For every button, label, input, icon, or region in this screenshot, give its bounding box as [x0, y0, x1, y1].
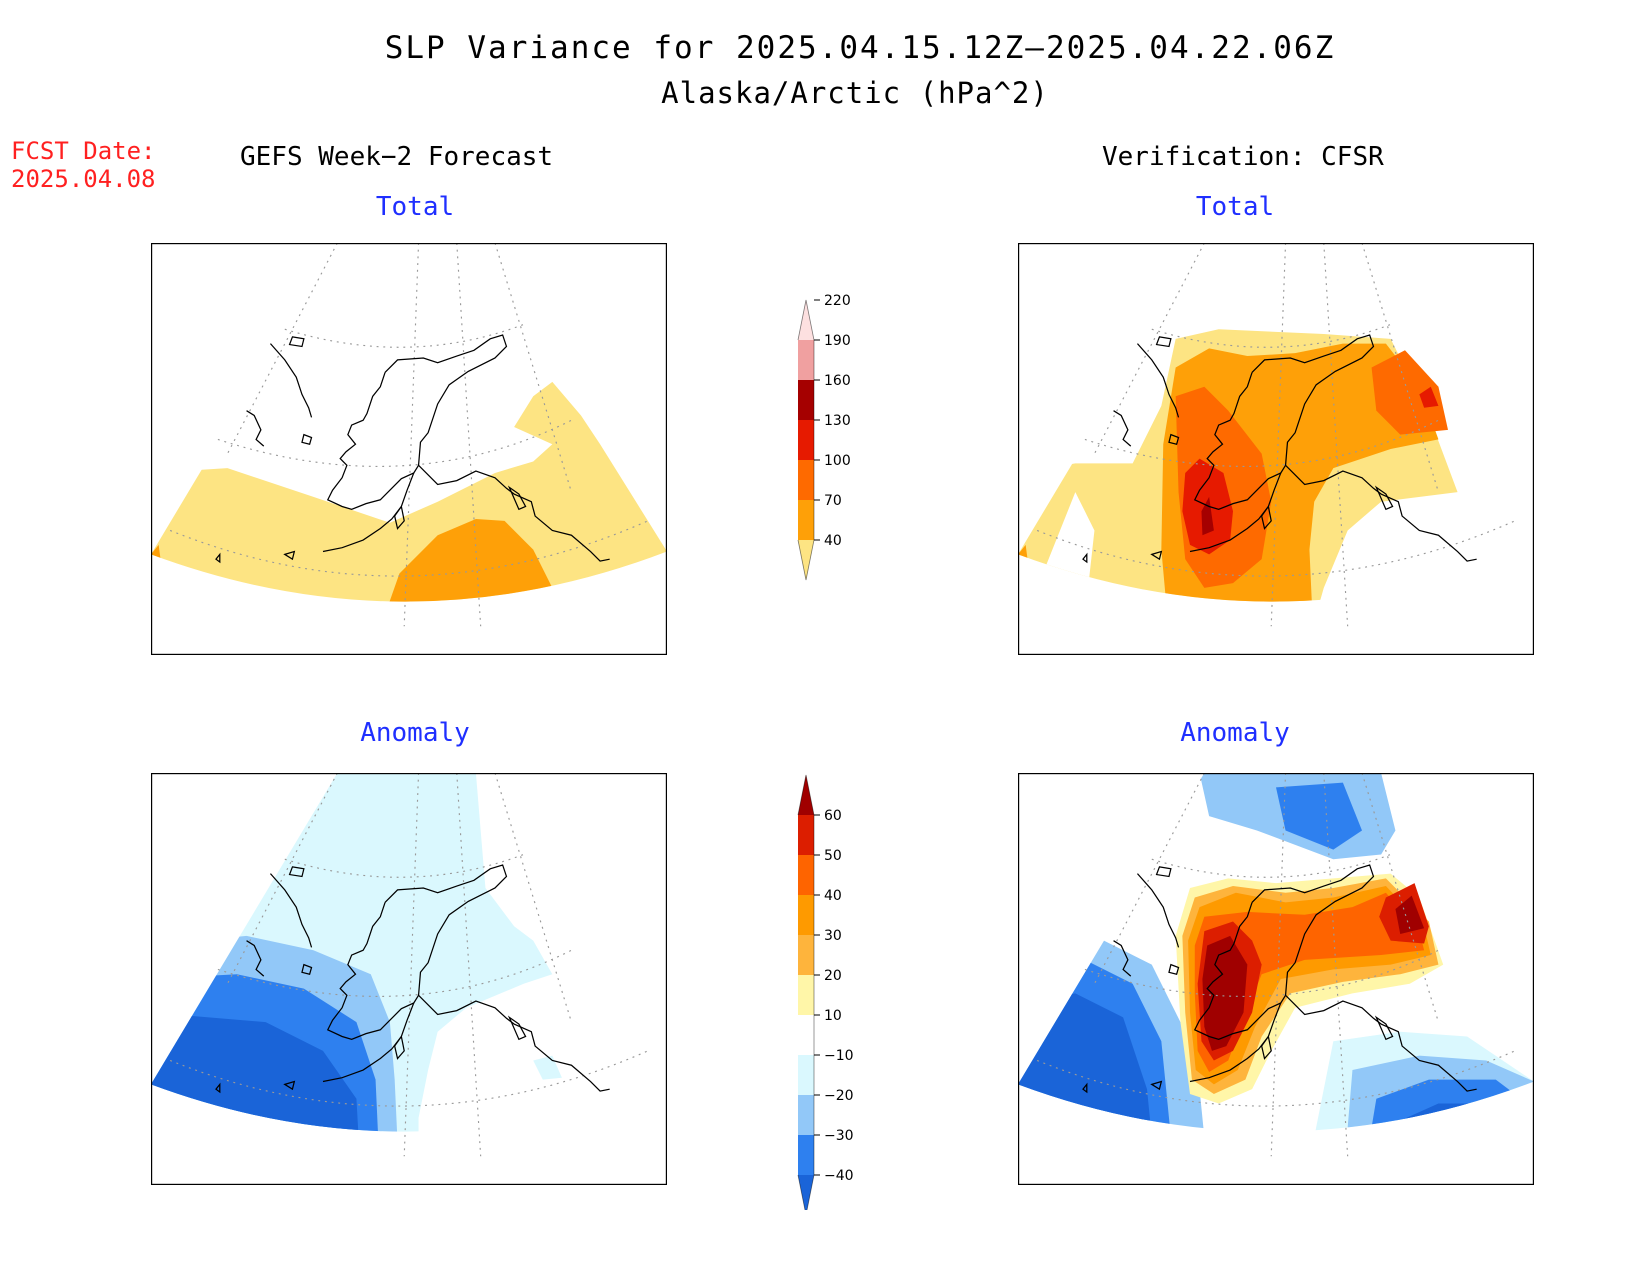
total-colorbar-swatch — [798, 340, 814, 380]
anomaly-colorbar-swatch — [798, 895, 814, 935]
forecast-anomaly-title: Anomaly — [360, 718, 470, 748]
total-colorbar-tick-label: 70 — [824, 493, 842, 509]
anomaly-colorbar-swatch — [798, 815, 814, 855]
anomaly-colorbar-tick-label: −10 — [824, 1048, 854, 1064]
total-colorbar-outline — [797, 299, 815, 581]
anomaly-colorbar-tick-label: −30 — [824, 1128, 854, 1144]
anomaly-colorbar-tick-label: −40 — [824, 1168, 854, 1184]
anomaly-colorbar-swatch — [798, 775, 814, 815]
total-colorbar-swatch — [798, 500, 814, 540]
verification-anomaly-title: Anomaly — [1180, 718, 1290, 748]
verification-total-map — [1018, 243, 1534, 655]
verification-anomaly-map — [1018, 773, 1534, 1185]
anomaly-colorbar-swatch — [798, 1175, 814, 1210]
total-colorbar-tick-label: 220 — [824, 293, 851, 309]
forecast-anomaly-map — [151, 773, 667, 1185]
total-colorbar-swatch — [798, 540, 814, 580]
total-colorbar-swatch — [798, 380, 814, 420]
anomaly-colorbar-swatch — [798, 1055, 814, 1095]
fcst-date-value: 2025.04.08 — [11, 165, 156, 193]
total-colorbar-tick-label: 160 — [824, 373, 851, 389]
anomaly-colorbar-swatch — [798, 1095, 814, 1135]
total-colorbar-tick-label: 190 — [824, 333, 851, 349]
anomaly-colorbar-swatch — [798, 975, 814, 1015]
total-colorbar-tick-label: 130 — [824, 413, 851, 429]
anomaly-colorbar-swatch — [798, 1135, 814, 1175]
anomaly-colorbar-tick-label: 30 — [824, 928, 842, 944]
total-colorbar: 40 70 100 130 160 190 220 — [797, 293, 851, 581]
fcst-date-label: FCST Date: — [11, 137, 156, 165]
anomaly-colorbar-tick-label: 60 — [824, 808, 842, 824]
main-title: SLP Variance for 2025.04.15.12Z—2025.04.… — [384, 30, 1336, 66]
anomaly-colorbar-swatch — [798, 855, 814, 895]
total-colorbar-tick-label: 40 — [824, 533, 842, 549]
fcst-date-block: FCST Date: 2025.04.08 — [11, 137, 156, 193]
total-colorbar-tick-label: 100 — [824, 453, 851, 469]
anomaly-colorbar-swatch — [798, 1015, 814, 1055]
total-colorbar-swatch — [798, 300, 814, 340]
total-colorbar-swatch — [798, 460, 814, 500]
forecast-total-map — [151, 243, 667, 655]
verification-column-heading: Verification: CFSR — [1102, 142, 1384, 172]
anomaly-colorbar-swatch — [798, 935, 814, 975]
anomaly-colorbar-tick-label: −20 — [824, 1088, 854, 1104]
anomaly-colorbar-tick-label: 20 — [824, 968, 842, 984]
forecast-column-heading: GEFS Week−2 Forecast — [240, 142, 554, 172]
anomaly-colorbar-tick-label: 10 — [824, 1008, 842, 1024]
forecast-total-title: Total — [375, 192, 455, 222]
anomaly-colorbar-tick-label: 50 — [824, 848, 842, 864]
anomaly-colorbar-outline — [797, 774, 815, 1210]
main-subtitle: Alaska/Arctic (hPa^2) — [661, 76, 1049, 110]
verification-total-title: Total — [1195, 192, 1275, 222]
anomaly-colorbar: −40 −30 −20 −10 10 20 30 40 50 60 — [797, 774, 854, 1210]
total-colorbar-swatch — [798, 420, 814, 460]
anomaly-colorbar-tick-label: 40 — [824, 888, 842, 904]
